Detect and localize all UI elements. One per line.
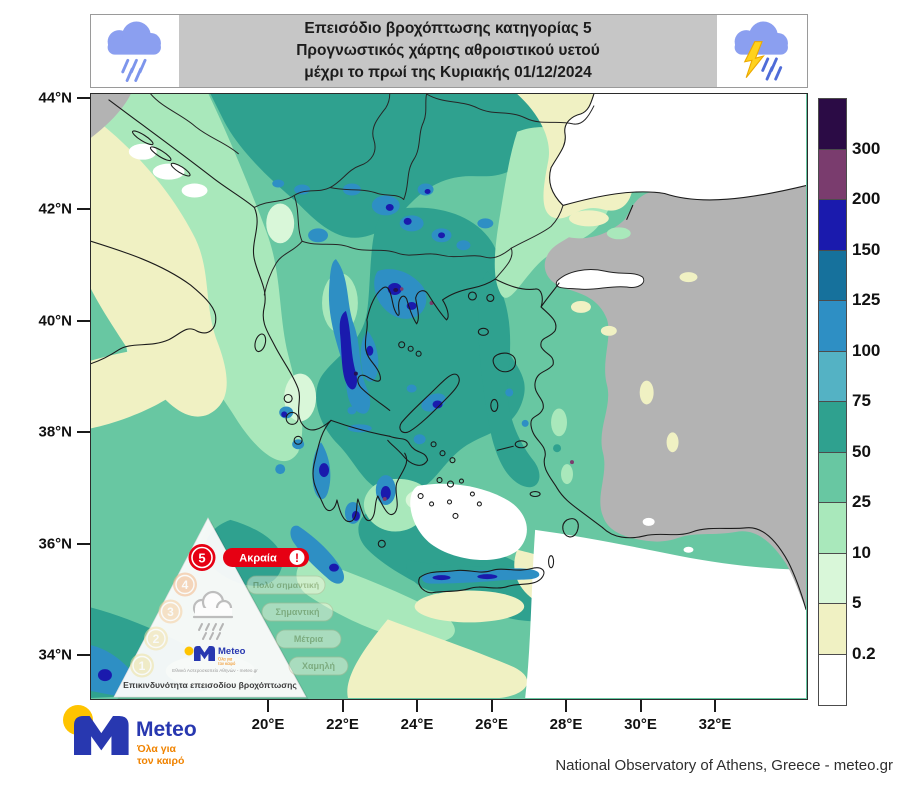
- pyramid-level-2: 2 Μέτρια: [144, 626, 342, 651]
- lat-tick: [77, 319, 90, 322]
- lon-label: 30°E: [624, 716, 657, 733]
- colorbar-label: 0.2: [852, 643, 876, 663]
- logo-tagline-1: Όλα για: [136, 743, 176, 755]
- colorbar-label: 75: [852, 391, 871, 410]
- level-1-number: 1: [139, 659, 146, 673]
- colorbar-segment: [819, 351, 846, 402]
- lon-label: 28°E: [549, 716, 583, 733]
- level-1-label: Χαμηλή: [302, 661, 335, 671]
- lon-tick: [267, 700, 269, 712]
- pyramid-logo-tag1: Όλα για: [217, 657, 233, 662]
- lon-tick: [416, 700, 418, 712]
- logo-name: Meteo: [136, 718, 197, 741]
- colorbar-segment: [819, 654, 846, 705]
- colorbar-label: 100: [852, 340, 881, 360]
- title-line-2: Προγνωστικός χάρτης αθροιστικού υετού: [296, 42, 600, 59]
- lon-label: 22°E: [326, 716, 359, 733]
- pyramid-level-5: Ακραία ! 5: [188, 544, 309, 571]
- lat-label: 34°N: [38, 646, 72, 664]
- warning-pyramid: Ακραία ! 5 4 Πολύ σημαντική 3 Σημαντική …: [105, 512, 355, 704]
- pyramid-level-4: 4 Πολύ σημαντική: [173, 572, 326, 597]
- colorbar-segment: [819, 200, 846, 251]
- rain-cloud-icon: [91, 15, 179, 87]
- colorbar-segment: [819, 402, 846, 453]
- lon-tick: [490, 700, 493, 712]
- colorbar-label: 10: [852, 542, 871, 562]
- level-2-number: 2: [153, 632, 160, 646]
- colorbar-segment: [819, 553, 846, 604]
- storm-cloud-icon: [717, 15, 807, 87]
- lat-label: 38°N: [38, 423, 72, 441]
- lat-label: 42°N: [38, 200, 72, 218]
- lon-label: 24°E: [400, 716, 434, 733]
- attribution-text: National Observatory of Athens, Greece -…: [555, 757, 893, 774]
- level-5-label: Ακραία: [239, 553, 277, 565]
- colorbar-label: 125: [852, 290, 881, 309]
- level-3-number: 3: [167, 605, 174, 619]
- level-5-number: 5: [198, 551, 205, 566]
- pyramid-level-1: 1 Χαμηλή: [130, 653, 349, 678]
- lat-tick: [77, 97, 90, 99]
- logo-tagline-2: τον καιρό: [137, 755, 184, 767]
- alert-icon: [289, 550, 305, 565]
- lat-label: 44°N: [38, 89, 72, 107]
- lon-label: 32°E: [698, 716, 732, 733]
- colorbar-segment: [819, 503, 846, 554]
- meteo-m-mark: [74, 716, 129, 755]
- title-line-1: Επεισόδιο βροχόπτωσης κατηγορίας 5: [304, 20, 592, 37]
- pyramid-level-3: 3 Σημαντική: [158, 599, 334, 624]
- lat-tick: [77, 654, 90, 656]
- alert-glyph: !: [295, 551, 299, 565]
- colorbar-segment: [819, 250, 846, 301]
- title-text-block: Επεισόδιο βροχόπτωσης κατηγορίας 5 Προγν…: [179, 15, 717, 87]
- lon-tick: [639, 700, 642, 712]
- colorbar-label: 300: [852, 138, 881, 158]
- lon-label: 20°E: [251, 716, 285, 733]
- pyramid-meteo-logo: Meteo Όλα για τον καιρό Εθνικό Αστεροσκο…: [172, 646, 258, 673]
- lat-label: 36°N: [38, 535, 72, 553]
- pyramid-logo-tag2: τον καιρό: [218, 661, 236, 666]
- lat-tick: [77, 208, 90, 211]
- title-line-3: μέχρι το πρωί της Κυριακής 01/12/2024: [304, 64, 592, 81]
- colorbar-segment: [819, 604, 846, 655]
- lat-label: 40°N: [38, 312, 72, 330]
- lat-tick: [77, 542, 90, 545]
- colorbar-segment: [819, 301, 846, 352]
- level-2-label: Μέτρια: [294, 634, 324, 644]
- colorbar: [818, 98, 847, 706]
- colorbar-label: 50: [852, 441, 871, 461]
- pyramid-caption: Επικινδυνότητα επεισοδίου βροχόπτωσης: [123, 680, 297, 690]
- lat-tick: [77, 431, 90, 434]
- lon-tick: [714, 700, 716, 712]
- pyramid-logo-name: Meteo: [218, 646, 246, 657]
- colorbar-segment: [819, 99, 846, 150]
- level-4-number: 4: [182, 578, 189, 592]
- rain-outline-icon: [192, 590, 234, 640]
- colorbar-label: 25: [852, 492, 871, 511]
- level-4-label: Πολύ σημαντική: [253, 580, 319, 590]
- colorbar-segment: [819, 149, 846, 200]
- lon-tick: [341, 700, 344, 712]
- colorbar-label: 150: [852, 239, 881, 259]
- colorbar-segment: [819, 452, 846, 503]
- colorbar-label: 5: [852, 593, 862, 612]
- pyramid-source-text: Εθνικό Αστεροσκοπείο Αθηνών - meteo.gr: [172, 667, 258, 673]
- level-3-label: Σημαντική: [276, 607, 320, 617]
- lon-tick: [565, 700, 567, 712]
- meteo-logo: Meteo Όλα για τον καιρό: [58, 700, 268, 772]
- lon-label: 26°E: [475, 716, 508, 733]
- colorbar-label: 200: [852, 189, 881, 208]
- title-banner: Επεισόδιο βροχόπτωσης κατηγορίας 5 Προγν…: [90, 14, 808, 88]
